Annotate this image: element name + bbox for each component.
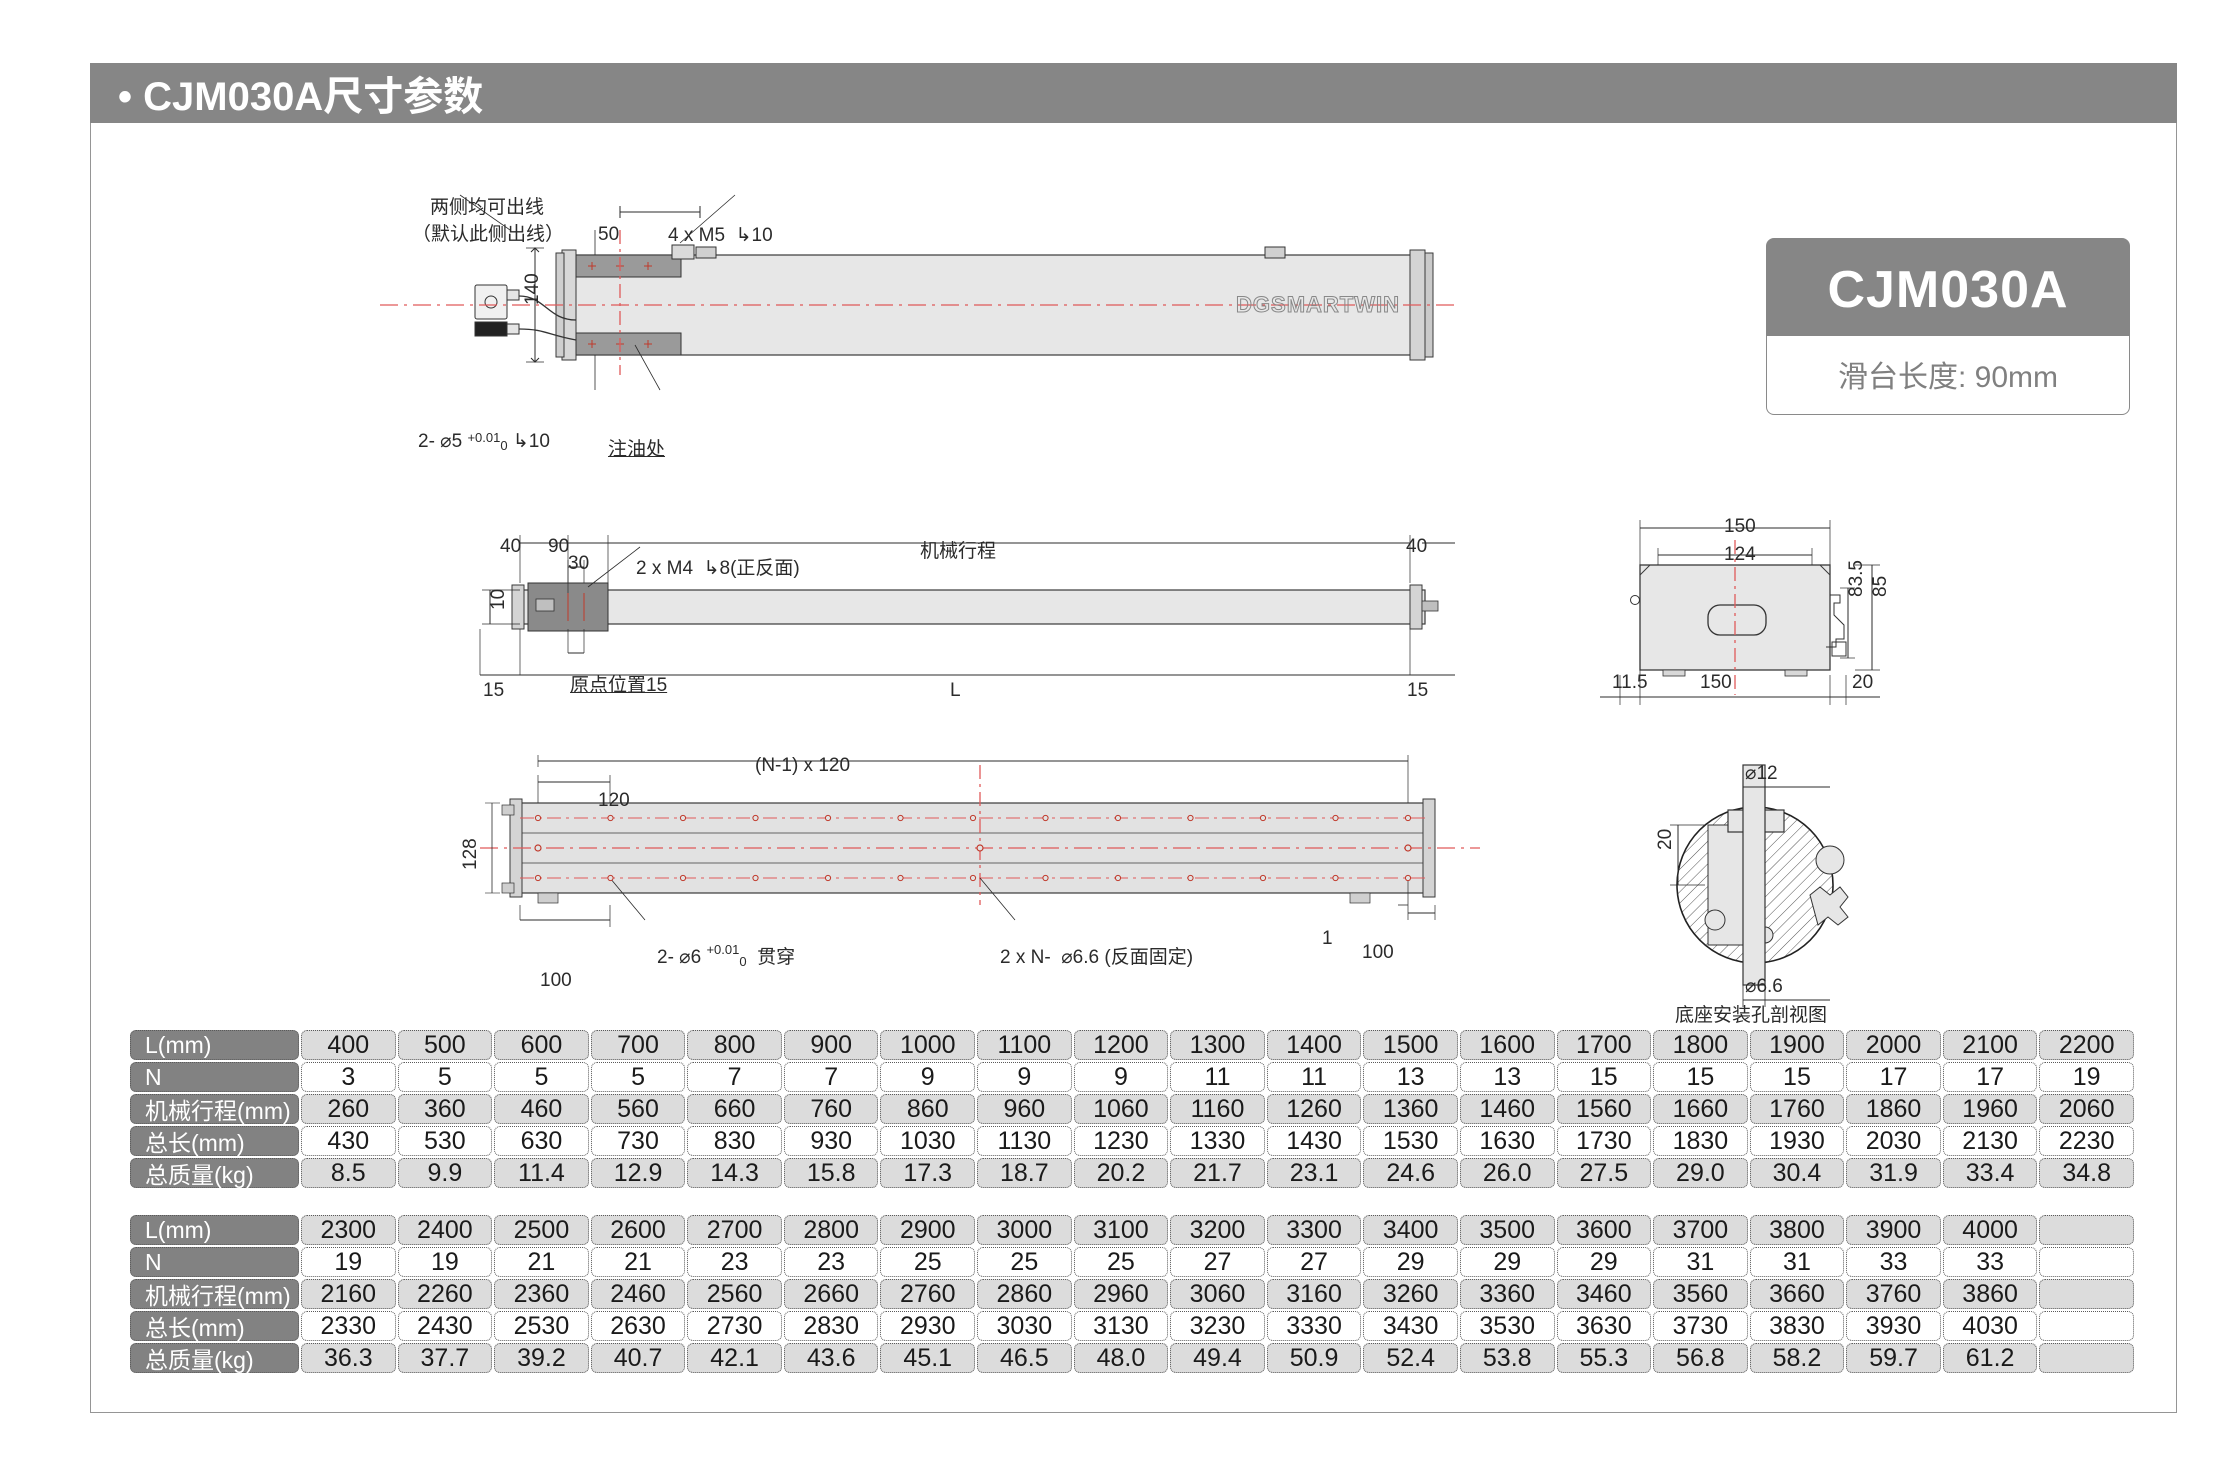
svg-text:DGSMARTWIN: DGSMARTWIN	[1236, 292, 1400, 317]
